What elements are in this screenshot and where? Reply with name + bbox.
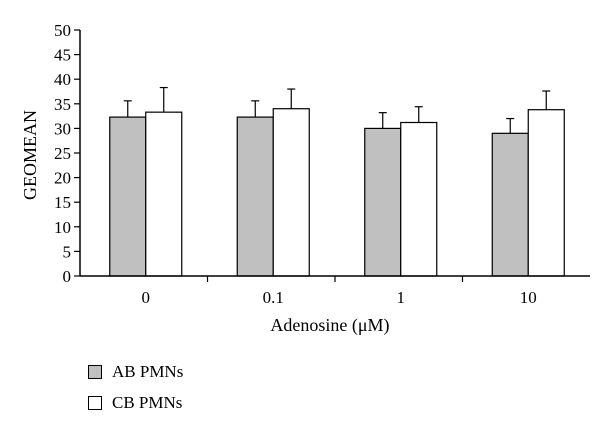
y-tick-label: 0 bbox=[63, 267, 72, 286]
x-tick-label: 1 bbox=[397, 288, 406, 307]
y-tick-label: 35 bbox=[54, 95, 71, 114]
y-axis-ticks: 0 5 10 15 20 25 30 35 40 45 50 bbox=[54, 21, 80, 286]
bar-cb-pmns bbox=[527, 109, 565, 277]
bar-ab-pmns bbox=[109, 116, 147, 277]
bar-cb-pmns bbox=[400, 121, 438, 277]
bars bbox=[109, 86, 565, 277]
y-tick-label: 30 bbox=[54, 119, 71, 138]
y-tick-label: 25 bbox=[54, 144, 71, 163]
bar-ab-pmns bbox=[236, 116, 274, 277]
bar-cb-pmns bbox=[145, 111, 183, 277]
y-axis-title: GEOMEAN bbox=[20, 110, 40, 200]
legend: AB PMNs CB PMNs bbox=[88, 362, 183, 424]
y-tick-label: 15 bbox=[54, 193, 71, 212]
bar-chart: 0 5 10 15 20 25 30 35 40 45 50 0 0.1 1 10 GEOMEAN Ade… bbox=[20, 21, 590, 336]
bar-cb-pmns bbox=[272, 108, 310, 277]
x-tick-label: 0 bbox=[142, 288, 151, 307]
y-tick-label: 5 bbox=[63, 242, 72, 261]
legend-swatch-ab-pmns bbox=[88, 365, 102, 379]
y-tick-label: 45 bbox=[54, 46, 71, 65]
legend-label-cb-pmns: CB PMNs bbox=[112, 393, 183, 412]
y-tick-label: 10 bbox=[54, 218, 71, 237]
legend-item-cb-pmns: CB PMNs bbox=[88, 393, 183, 413]
bar-ab-pmns bbox=[364, 127, 402, 277]
y-tick-label: 20 bbox=[54, 169, 71, 188]
x-tick-label: 10 bbox=[520, 288, 537, 307]
y-tick-label: 50 bbox=[54, 21, 71, 40]
legend-swatch-cb-pmns bbox=[88, 396, 102, 410]
x-axis-ticks: 0 0.1 1 10 bbox=[142, 276, 537, 307]
legend-label-ab-pmns: AB PMNs bbox=[112, 362, 184, 381]
x-tick-label: 0.1 bbox=[263, 288, 284, 307]
x-axis-title: Adenosine (μM) bbox=[270, 315, 389, 336]
y-tick-label: 40 bbox=[54, 70, 71, 89]
legend-item-ab-pmns: AB PMNs bbox=[88, 362, 183, 382]
bar-ab-pmns bbox=[491, 132, 529, 277]
